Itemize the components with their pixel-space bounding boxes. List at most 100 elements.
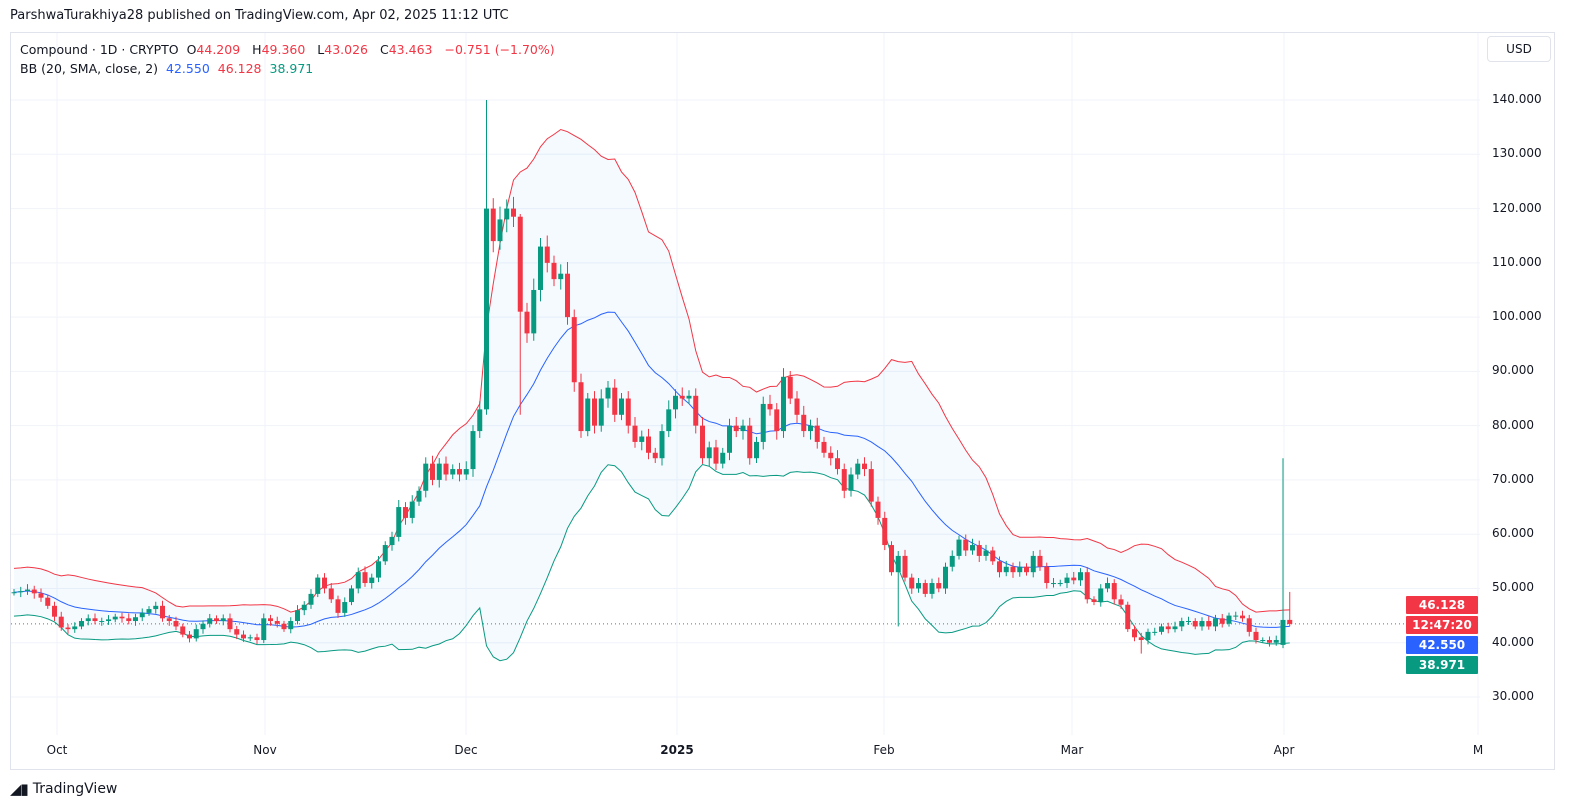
candle-up	[355, 567, 361, 594]
bb-lower-price-label: 38.971	[1406, 656, 1478, 674]
candle-body	[52, 605, 57, 617]
candle-up	[1280, 458, 1286, 649]
candle-body	[416, 490, 422, 502]
price-tick: 140.000	[1492, 92, 1542, 107]
candle-body	[254, 637, 260, 641]
candle-body	[1165, 626, 1171, 630]
candle-body	[1064, 577, 1070, 584]
candle-body	[335, 599, 341, 613]
candle-down	[1091, 596, 1097, 606]
candle-down	[632, 416, 638, 448]
candle-up	[598, 389, 604, 432]
candle-up	[808, 419, 813, 440]
close-label: C	[380, 42, 389, 57]
candle-body	[1280, 619, 1286, 645]
candle-body	[342, 602, 348, 613]
tradingview-logo[interactable]: ◢▮ TradingView	[10, 780, 117, 798]
candle-body	[693, 395, 699, 426]
candle-body	[929, 583, 935, 594]
chart-pane[interactable]	[10, 32, 1555, 770]
candle-body	[855, 463, 861, 475]
candle-up	[288, 617, 294, 634]
candle-down	[166, 614, 172, 626]
bb-basis-price-label: 42.550	[1406, 636, 1478, 654]
candle-body	[733, 425, 739, 432]
candle-body	[1145, 631, 1151, 641]
candle-body	[787, 376, 793, 399]
grid	[11, 33, 1480, 735]
candle-down	[828, 446, 834, 466]
candle-body	[1010, 566, 1016, 573]
candle-down	[997, 556, 1002, 578]
candle-body	[470, 431, 476, 470]
candle-up	[1260, 637, 1266, 643]
symbol-name[interactable]: Compound · 1D · CRYPTO	[20, 42, 179, 57]
candle-body	[409, 501, 415, 518]
candle-up	[754, 436, 759, 464]
candle-down	[571, 309, 577, 392]
candle-down	[592, 391, 597, 434]
candle-body	[700, 425, 705, 459]
candle-body	[571, 317, 577, 383]
candle-body	[119, 616, 125, 619]
candle-body	[376, 561, 381, 578]
time-tick: Mar	[1060, 743, 1084, 757]
candle-body	[369, 577, 375, 584]
candle-body	[133, 617, 138, 622]
candle-up	[943, 562, 948, 594]
candle-down	[679, 387, 685, 406]
candle-body	[25, 589, 30, 592]
candle-body	[65, 627, 71, 630]
candle-down	[713, 439, 719, 470]
candle-body	[1138, 637, 1144, 641]
candle-body	[841, 469, 847, 491]
candle-up	[1233, 611, 1239, 620]
candle-body	[1233, 615, 1239, 617]
candle-body	[949, 555, 955, 567]
candle-up	[79, 618, 84, 630]
candle-down	[1253, 627, 1259, 644]
low-value: 43.026	[324, 42, 369, 57]
candle-body	[997, 561, 1002, 573]
candle-body	[79, 621, 84, 627]
open-value: 44.209	[196, 42, 241, 57]
candle-down	[52, 601, 57, 622]
candle-body	[598, 398, 604, 426]
candle-down	[1010, 562, 1016, 578]
candle-body	[166, 618, 172, 622]
candle-body	[565, 273, 570, 318]
candle-up	[99, 617, 105, 626]
candle-body	[423, 463, 429, 491]
candle-body	[652, 452, 658, 459]
candle-body	[740, 425, 746, 432]
candle-up	[308, 589, 314, 609]
candle-up	[18, 586, 24, 598]
candle-body	[531, 289, 537, 334]
candle-body	[889, 545, 894, 573]
candle-body	[58, 616, 64, 628]
candle-down	[862, 457, 867, 477]
candle-body	[619, 398, 624, 415]
candle-body	[835, 458, 840, 470]
candle-body	[1125, 604, 1131, 630]
candle-down	[254, 633, 260, 644]
price-tick: 70.000	[1492, 471, 1534, 486]
candle-down	[544, 235, 550, 273]
currency-button[interactable]: USD	[1487, 36, 1551, 62]
high-label: H	[252, 42, 262, 57]
candle-down	[801, 405, 807, 438]
candle-up	[659, 424, 665, 466]
time-tick: Oct	[46, 743, 68, 757]
candle-down	[875, 496, 881, 525]
candle-down	[517, 213, 523, 415]
candle-down	[733, 416, 739, 438]
candle-body	[268, 618, 273, 622]
candle-body	[1172, 626, 1178, 630]
candle-body	[241, 634, 246, 639]
candle-body	[322, 577, 327, 589]
candle-body	[801, 414, 807, 432]
bb-label[interactable]: BB (20, SMA, close, 2)	[20, 61, 159, 76]
candle-body	[457, 469, 462, 475]
candle-up	[11, 589, 17, 596]
